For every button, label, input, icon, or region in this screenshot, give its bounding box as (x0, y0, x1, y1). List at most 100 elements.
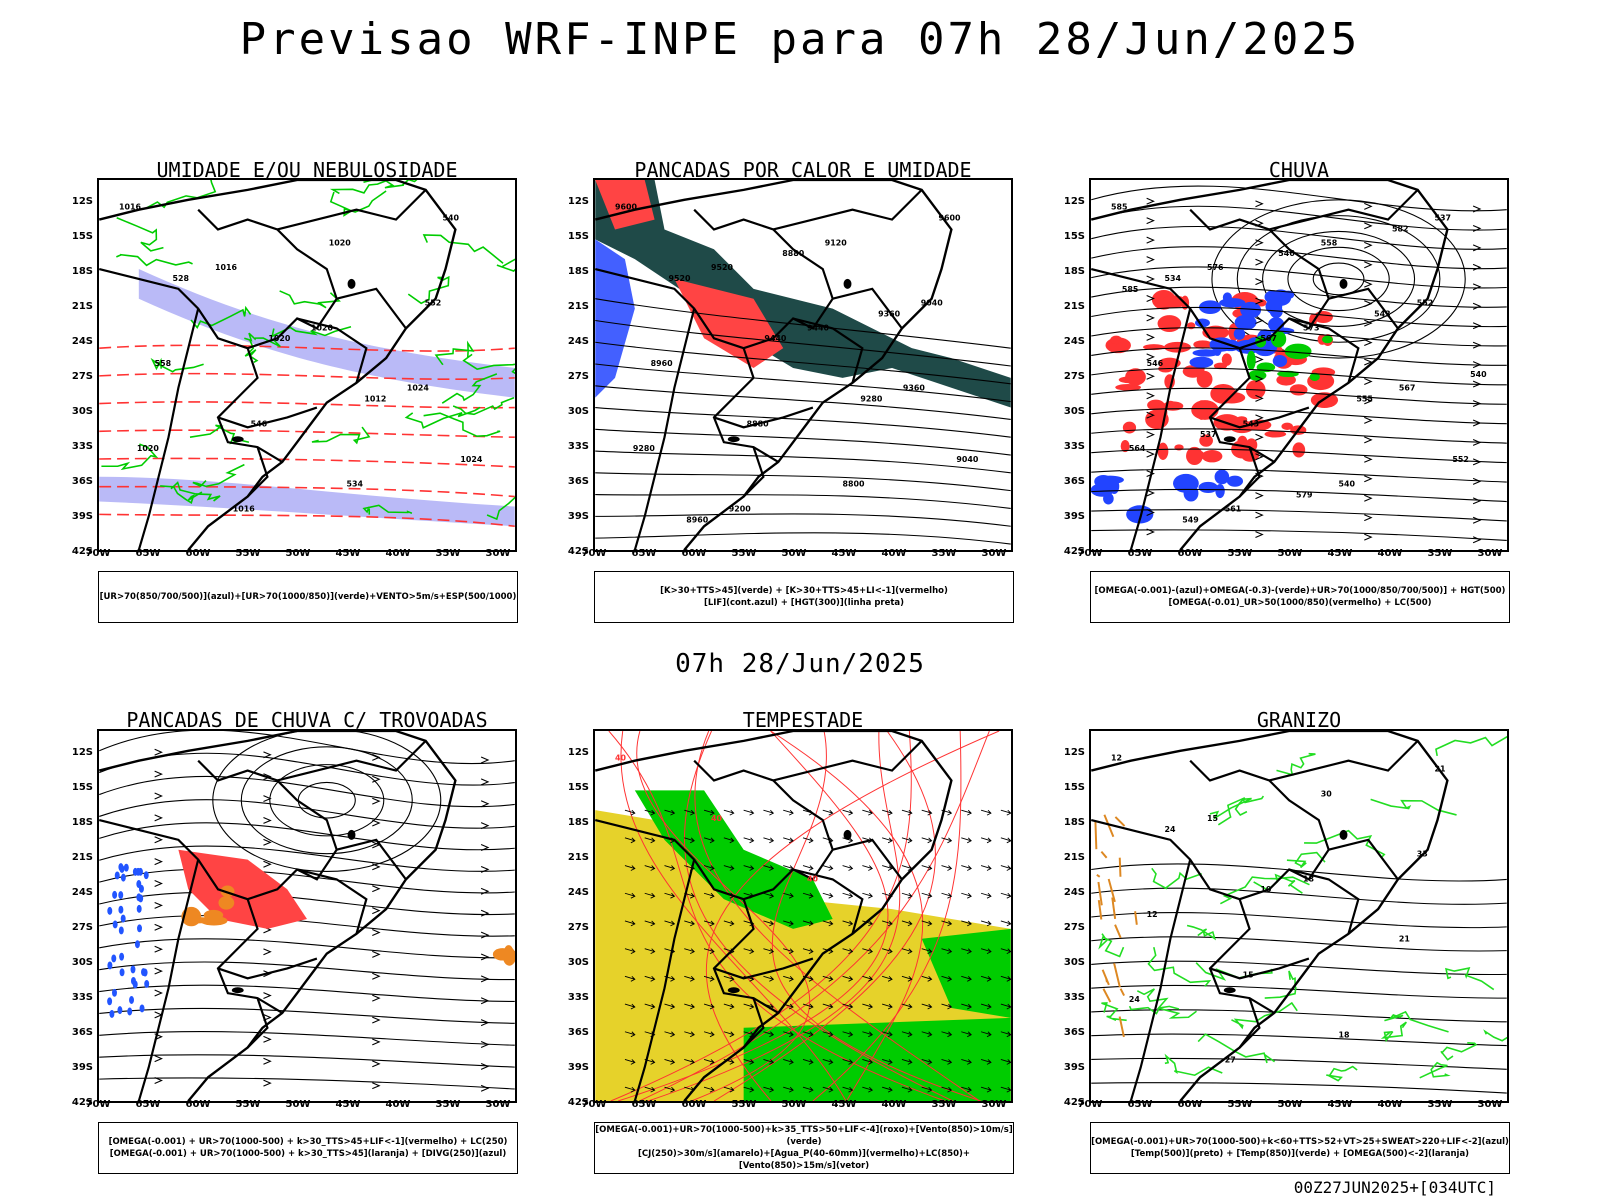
lat-tick-label: 39S (567, 511, 589, 522)
lat-tick-label: 30S (1063, 406, 1085, 417)
panel-title: GRANIZO (1256, 708, 1342, 732)
contour-label: 8960 (686, 515, 709, 524)
contour-label: 543 (1374, 310, 1391, 319)
lon-tick-label: 60W (1177, 1099, 1203, 1110)
lon-tick-label: 60W (185, 1099, 211, 1110)
lat-tick-label: 21S (567, 301, 589, 312)
map-svg (99, 731, 515, 1101)
panel-title: TEMPESTADE (742, 708, 864, 732)
map-svg: 9600 9520 9440 9360 9280 9200 9120 9040 8960 8880… (595, 180, 1011, 550)
contour-label: 546 (251, 419, 268, 428)
lon-tick-label: 70W (1077, 548, 1103, 559)
contour-label: 24 (1129, 995, 1141, 1004)
contour-label: 30 (1321, 789, 1333, 798)
lat-tick-label: 36S (71, 1027, 93, 1038)
contour-label: 567 (1399, 384, 1416, 393)
lat-tick-label: 27S (71, 371, 93, 382)
lon-tick-label: 65W (1127, 1099, 1153, 1110)
lat-tick-label: 15S (1063, 782, 1085, 793)
lon-tick-label: 60W (681, 548, 707, 559)
legend-line: [LIF](cont.azul) + [HGT(300)](linha pret… (703, 598, 905, 608)
contour-label: 1016 (215, 263, 238, 272)
contour-label: 9520 (668, 274, 691, 283)
map-panel: 9600 9520 9440 9360 9280 9200 9120 9040 8960 8880… (593, 178, 1013, 552)
contour-label: 15 (1207, 814, 1218, 823)
contour-label: 9360 (903, 384, 926, 393)
lon-tick-label: 50W (1277, 1099, 1303, 1110)
contour-label: 24 (1164, 825, 1176, 834)
lat-tick-label: 39S (1063, 511, 1085, 522)
lon-tick-label: 45W (1327, 548, 1353, 559)
lat-tick-label: 36S (1063, 1027, 1085, 1038)
map-svg: 40 40 40 (595, 731, 1011, 1101)
lat-tick-label: 27S (71, 922, 93, 933)
map-panel: 40 40 40 (593, 729, 1013, 1103)
lon-tick-label: 45W (831, 548, 857, 559)
contour-label: 21 (1399, 935, 1410, 944)
lat-tick-label: 42S (1063, 1097, 1085, 1108)
lon-tick-label: 55W (731, 1099, 757, 1110)
legend-line: [OMEGA(-0.001)-(azul)+OMEGA(-0.3)-(verde… (1094, 586, 1506, 596)
lat-tick-label: 27S (567, 922, 589, 933)
panel-legend: [OMEGA(-0.001)-(azul)+OMEGA(-0.3)-(verde… (1090, 571, 1510, 623)
contour-label: 576 (1207, 263, 1224, 272)
contour-label: 1016 (119, 203, 142, 212)
lon-tick-label: 30W (485, 1099, 511, 1110)
lat-tick-label: 30S (71, 406, 93, 417)
contour-label: 549 (1182, 515, 1199, 524)
contour-label: 9440 (764, 334, 787, 343)
contour-label: 12 (1111, 754, 1122, 763)
lat-tick-label: 30S (1063, 957, 1085, 968)
lat-tick-label: 12S (1063, 747, 1085, 758)
main-title: Previsao WRF-INPE para 07h 28/Jun/2025 (239, 14, 1361, 65)
lon-tick-label: 30W (981, 548, 1007, 559)
lon-tick-label: 65W (631, 548, 657, 559)
contour-label: 9520 (711, 263, 734, 272)
contour-label: 546 (1278, 249, 1295, 258)
legend-line: [OMEGA(-0.001)+UR>70(1000-500)+k>35_TTS>… (595, 1125, 1013, 1147)
lon-tick-label: 60W (185, 548, 211, 559)
lon-tick-label: 70W (581, 548, 607, 559)
contour-label: 558 (1321, 238, 1338, 247)
lat-tick-label: 15S (71, 782, 93, 793)
lat-tick-label: 24S (1063, 887, 1085, 898)
lon-tick-label: 40W (385, 1099, 411, 1110)
contour-label: 9040 (921, 299, 944, 308)
contour-label: 540 (443, 214, 460, 223)
contour-label: 585 (1122, 285, 1139, 294)
lat-tick-label: 18S (567, 266, 589, 277)
lon-tick-label: 50W (1277, 548, 1303, 559)
lon-tick-label: 60W (681, 1099, 707, 1110)
lat-tick-label: 39S (71, 1062, 93, 1073)
lon-tick-label: 55W (235, 1099, 261, 1110)
lon-tick-label: 35W (1427, 1099, 1453, 1110)
contour-label: 558 (155, 359, 172, 368)
map-svg: 1016 1016 1020 1024 1020 1016 1020 552 558 546 534… (99, 180, 515, 550)
lat-tick-label: 33S (71, 441, 93, 452)
lat-tick-label: 15S (1063, 231, 1085, 242)
lat-tick-label: 12S (1063, 196, 1085, 207)
panel-legend: [K>30+TTS>45](verde) + [K>30+TTS>45+LI<-… (594, 571, 1014, 623)
contour-label: 546 (1147, 359, 1164, 368)
lat-tick-label: 42S (567, 546, 589, 557)
contour-label: 582 (1392, 224, 1409, 233)
panel-legend: [OMEGA(-0.001)+UR>70(1000-500)+k<60+TTS>… (1090, 1122, 1510, 1174)
contour-label: 543 (1243, 419, 1260, 428)
contour-label: 33 (1417, 850, 1428, 859)
lon-tick-label: 30W (485, 548, 511, 559)
contour-label: 8880 (782, 249, 805, 258)
legend-line: [Temp(500)](preto) + [Temp(850)](verde) … (1130, 1149, 1470, 1159)
lon-tick-label: 70W (581, 1099, 607, 1110)
lon-tick-label: 40W (1377, 1099, 1403, 1110)
contour-label: 1024 (460, 455, 483, 464)
panel-legend: [OMEGA(-0.001)+UR>70(1000-500)+k>35_TTS>… (594, 1122, 1014, 1174)
contour-label: 540 (1339, 480, 1356, 489)
contour-label: 8960 (651, 359, 674, 368)
map-panel: 12 15 18 21 24 27 30 33 12 15 18 21 24 10 (1089, 729, 1509, 1103)
lon-tick-label: 50W (781, 548, 807, 559)
lat-tick-label: 27S (567, 371, 589, 382)
lon-tick-label: 65W (135, 1099, 161, 1110)
lon-tick-label: 55W (731, 548, 757, 559)
contour-label: 40 (615, 754, 627, 763)
lon-tick-label: 70W (85, 1099, 111, 1110)
